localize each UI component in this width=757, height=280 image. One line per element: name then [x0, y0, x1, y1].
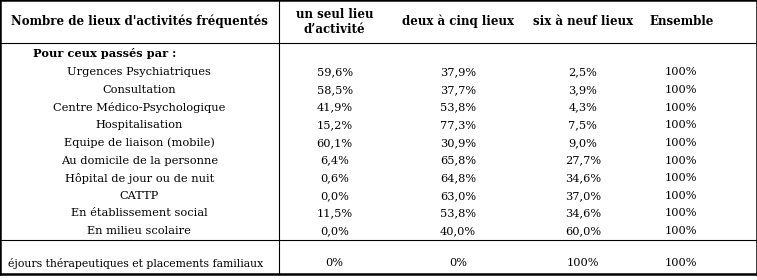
Text: 100%: 100%	[665, 138, 697, 148]
Text: 30,9%: 30,9%	[440, 138, 476, 148]
Text: 59,6%: 59,6%	[316, 67, 353, 77]
Text: six à neuf lieux: six à neuf lieux	[533, 15, 633, 28]
Text: 6,4%: 6,4%	[320, 156, 349, 165]
Text: En milieu scolaire: En milieu scolaire	[87, 226, 192, 236]
Text: 11,5%: 11,5%	[316, 209, 353, 218]
Text: 100%: 100%	[665, 226, 697, 236]
Text: 4,3%: 4,3%	[569, 103, 597, 113]
Text: 53,8%: 53,8%	[440, 103, 476, 113]
Text: CATTP: CATTP	[120, 191, 159, 201]
Text: 100%: 100%	[665, 156, 697, 165]
Text: 77,3%: 77,3%	[440, 120, 476, 130]
Text: 0%: 0%	[326, 258, 344, 269]
Text: Au domicile de la personne: Au domicile de la personne	[61, 156, 218, 165]
Text: 9,0%: 9,0%	[569, 138, 597, 148]
Text: 41,9%: 41,9%	[316, 103, 353, 113]
Text: 100%: 100%	[665, 85, 697, 95]
Text: 40,0%: 40,0%	[440, 226, 476, 236]
Text: deux à cinq lieux: deux à cinq lieux	[402, 15, 514, 29]
Text: 100%: 100%	[665, 173, 697, 183]
Text: 100%: 100%	[665, 209, 697, 218]
Text: 60,1%: 60,1%	[316, 138, 353, 148]
Text: 100%: 100%	[665, 258, 697, 269]
Text: Nombre de lieux d'activités fréquentés: Nombre de lieux d'activités fréquentés	[11, 15, 268, 29]
Text: Hôpital de jour ou de nuit: Hôpital de jour ou de nuit	[64, 173, 214, 184]
Text: 100%: 100%	[665, 191, 697, 201]
Text: 0,0%: 0,0%	[320, 191, 349, 201]
Text: 7,5%: 7,5%	[569, 120, 597, 130]
Text: 58,5%: 58,5%	[316, 85, 353, 95]
Text: 2,5%: 2,5%	[569, 67, 597, 77]
Text: 65,8%: 65,8%	[440, 156, 476, 165]
Text: 0%: 0%	[449, 258, 467, 269]
Text: 63,0%: 63,0%	[440, 191, 476, 201]
Text: 37,7%: 37,7%	[440, 85, 476, 95]
Text: 100%: 100%	[665, 103, 697, 113]
Text: 37,0%: 37,0%	[565, 191, 601, 201]
Text: 64,8%: 64,8%	[440, 173, 476, 183]
Text: Equipe de liaison (mobile): Equipe de liaison (mobile)	[64, 138, 215, 148]
Text: 100%: 100%	[665, 67, 697, 77]
Text: un seul lieu
d’activité: un seul lieu d’activité	[296, 8, 373, 36]
Text: 3,9%: 3,9%	[569, 85, 597, 95]
Text: 60,0%: 60,0%	[565, 226, 601, 236]
Text: En établissement social: En établissement social	[71, 209, 207, 218]
Text: 100%: 100%	[665, 120, 697, 130]
Text: 34,6%: 34,6%	[565, 173, 601, 183]
Text: 34,6%: 34,6%	[565, 209, 601, 218]
Text: Pour ceux passés par :: Pour ceux passés par :	[33, 48, 176, 59]
Text: 100%: 100%	[567, 258, 599, 269]
Text: Urgences Psychiatriques: Urgences Psychiatriques	[67, 67, 211, 77]
Text: 15,2%: 15,2%	[316, 120, 353, 130]
Text: 53,8%: 53,8%	[440, 209, 476, 218]
Text: Ensemble: Ensemble	[649, 15, 714, 28]
Text: 0,0%: 0,0%	[320, 226, 349, 236]
Text: éjours thérapeutiques et placements familiaux: éjours thérapeutiques et placements fami…	[8, 258, 263, 269]
Text: 37,9%: 37,9%	[440, 67, 476, 77]
Text: Consultation: Consultation	[102, 85, 176, 95]
Text: 27,7%: 27,7%	[565, 156, 601, 165]
Text: 0,6%: 0,6%	[320, 173, 349, 183]
Text: Hospitalisation: Hospitalisation	[95, 120, 183, 130]
Text: Centre Médico-Psychologique: Centre Médico-Psychologique	[53, 102, 226, 113]
